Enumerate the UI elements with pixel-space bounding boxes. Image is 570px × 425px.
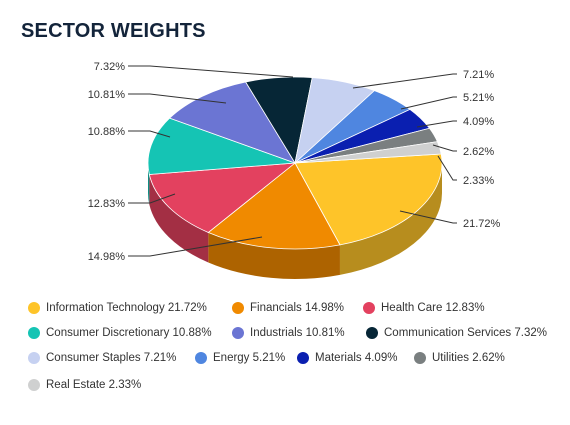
pie-slice-consumer-discretionary [147,117,296,175]
legend-item-industrials: Industrials 10.81% [232,327,345,339]
legend-swatch [232,302,244,314]
leader-line-materials [416,120,457,128]
legend-item-real-estate: Real Estate 2.33% [28,379,141,391]
leader-line-real-estate [437,155,457,181]
chart-title: SECTOR WEIGHTS [21,20,206,42]
leader-line-utilities [432,144,457,152]
legend-swatch [195,352,207,364]
legend-label: Real Estate 2.33% [46,379,142,391]
pie-chart: 21.72% 14.98% 12.83% 10.88% 10.81% 7.32% 7.21%… [88,61,501,279]
legend-item-energy: Energy 5.21% [195,352,285,364]
pie-slice-financials [207,162,341,250]
leader-line-financials [128,236,263,257]
leader-line-energy [400,96,457,110]
data-label-energy: 5.21% [463,92,494,104]
data-label-communication-services: 7.32% [94,61,125,73]
legend-item-financials: Financials 14.98% [232,302,344,314]
legend-label: Energy 5.21% [213,352,286,364]
data-label-information-technology: 21.72% [463,218,501,230]
leader-line-industrials [128,93,227,104]
leader-line-information-technology [399,210,457,224]
leader-line-health-care [128,193,176,204]
pie-data-labels: 21.72% 14.98% 12.83% 10.88% 10.81% 7.32% 7.21%… [88,61,501,263]
data-label-industrials: 10.81% [88,89,126,101]
legend-swatch [366,327,378,339]
data-label-consumer-discretionary: 10.88% [88,126,126,138]
data-label-utilities: 2.62% [463,146,494,158]
legend-label: Information Technology 21.72% [46,302,207,314]
data-label-consumer-staples: 7.21% [463,69,494,81]
pie-side-information-technology [339,163,442,275]
pie-side-financials [208,232,340,279]
pie-slice-information-technology [294,153,443,246]
legend-label: Health Care 12.83% [381,302,485,314]
legend-label: Industrials 10.81% [250,327,345,339]
data-label-materials: 4.09% [463,116,494,128]
legend-label: Materials 4.09% [315,352,398,364]
pie-side-walls [148,163,442,279]
legend-label: Financials 14.98% [250,302,344,314]
legend-item-consumer-discretionary: Consumer Discretionary 10.88% [28,327,212,339]
pie-slice-industrials [168,81,296,164]
legend-item-communication-services: Communication Services 7.32% [366,327,547,339]
legend-label: Communication Services 7.32% [384,327,547,339]
legend-swatch [28,327,40,339]
legend-swatch [297,352,309,364]
legend-label: Consumer Discretionary 10.88% [46,327,212,339]
legend-item-utilities: Utilities 2.62% [414,352,505,364]
pie-top-faces [147,76,443,250]
leader-line-consumer-discretionary [128,130,171,138]
leader-line-consumer-staples [352,73,457,89]
legend-swatch [363,302,375,314]
pie-slice-real-estate [294,141,442,164]
data-label-real-estate: 2.33% [463,175,494,187]
legend-item-health-care: Health Care 12.83% [363,302,485,314]
data-label-financials: 14.98% [88,251,126,263]
legend-swatch [28,302,40,314]
legend-swatch [28,352,40,364]
legend-label: Consumer Staples 7.21% [46,352,177,364]
pie-slice-health-care [148,162,297,233]
legend-swatch [232,327,244,339]
legend-item-materials: Materials 4.09% [297,352,397,364]
legend-item-information-technology: Information Technology 21.72% [28,302,207,314]
legend-label: Utilities 2.62% [432,352,505,364]
pie-side-health-care [149,174,209,263]
legend-item-consumer-staples: Consumer Staples 7.21% [28,352,176,364]
legend-swatch [414,352,426,364]
legend-swatch [28,379,40,391]
data-label-health-care: 12.83% [88,198,126,210]
leader-line-communication-services [128,65,294,78]
